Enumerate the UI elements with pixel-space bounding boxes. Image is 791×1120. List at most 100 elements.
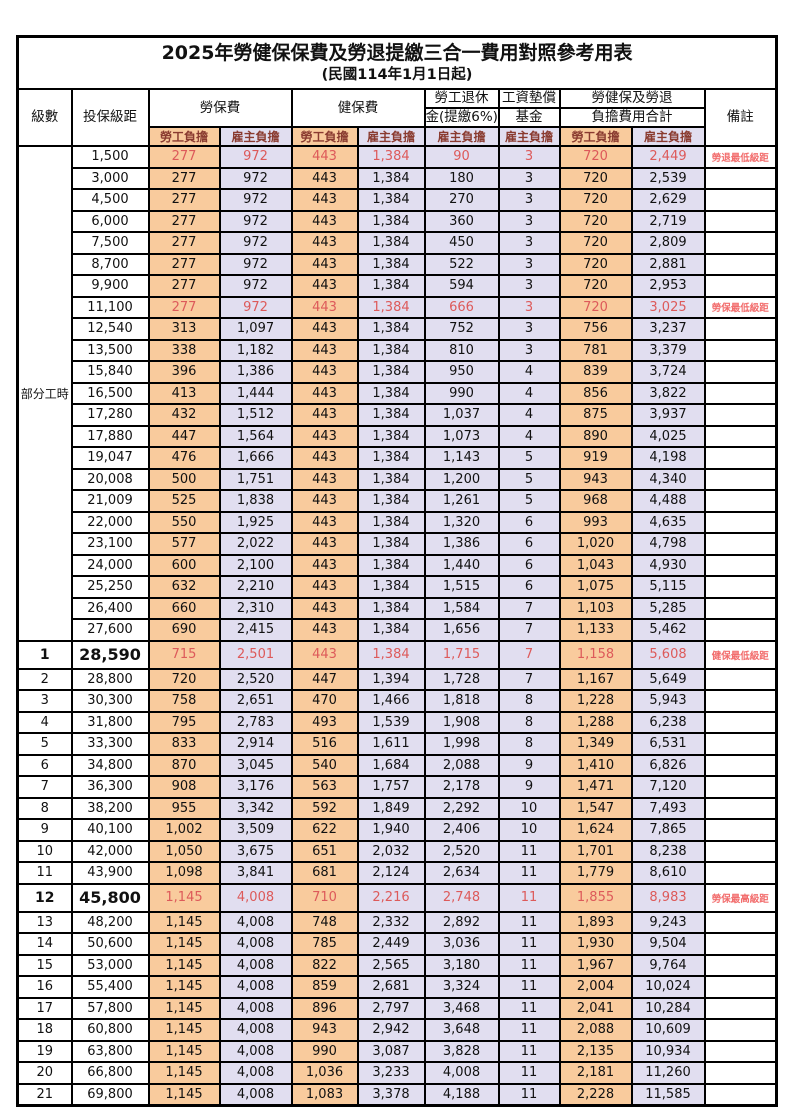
cell-fund: 4 — [497, 424, 561, 448]
table-row: 19,047 476 1,666 443 1,384 1,143 5 919 4,198 — [18, 446, 778, 470]
cell-fund: 3 — [497, 145, 561, 169]
cell-pension: 1,440 — [423, 553, 500, 577]
cell-note: 勞保最高級距 — [703, 882, 778, 913]
table-row: 16,500 413 1,444 443 1,384 990 4 856 3,822 — [18, 381, 778, 405]
cell-fund: 11 — [497, 953, 561, 977]
cell-total-emp: 756 — [558, 317, 633, 341]
subheader-total-employee: 勞工負擔 — [558, 126, 633, 147]
cell-fund: 3 — [497, 188, 561, 212]
cell-note — [703, 732, 778, 756]
cell-labor-er: 972 — [218, 295, 293, 319]
cell-total-er: 5,285 — [630, 596, 706, 620]
table-row: 6 34,800 870 3,045 540 1,684 2,088 9 1,410 6,826 — [16, 753, 778, 777]
cell-fund: 11 — [497, 996, 561, 1020]
cell-health-emp: 516 — [290, 732, 359, 756]
cell-health-emp: 443 — [290, 188, 359, 212]
cell-pension: 4,008 — [423, 1061, 500, 1085]
cell-level: 8 — [16, 796, 73, 820]
table-row: 15,840 396 1,386 443 1,384 950 4 839 3,724 — [18, 360, 778, 384]
cell-bracket: 36,300 — [70, 775, 150, 799]
cell-note — [703, 231, 778, 255]
cell-total-emp: 856 — [558, 381, 633, 405]
subheader-health-employee: 勞工負擔 — [290, 126, 359, 147]
cell-fund: 11 — [497, 975, 561, 999]
cell-health-emp: 651 — [290, 839, 359, 863]
cell-health-emp: 563 — [290, 775, 359, 799]
cell-bracket: 60,800 — [70, 1018, 150, 1042]
cell-health-emp: 443 — [290, 489, 359, 513]
cell-total-emp: 968 — [558, 489, 633, 513]
col-header-pension-line2: 金(提繳6%) — [423, 107, 500, 128]
cell-level: 20 — [16, 1061, 73, 1085]
cell-total-emp: 1,158 — [558, 639, 633, 670]
table-row: 7 36,300 908 3,176 563 1,757 2,178 9 1,471 7,120 — [16, 775, 778, 799]
cell-health-er: 1,384 — [356, 618, 426, 642]
cell-note — [703, 910, 778, 934]
cell-fund: 3 — [497, 166, 561, 190]
cell-labor-emp: 1,145 — [147, 882, 221, 913]
cell-total-emp: 1,930 — [558, 932, 633, 956]
cell-note — [703, 667, 778, 691]
cell-note — [703, 996, 778, 1020]
cell-fund: 4 — [497, 403, 561, 427]
cell-health-emp: 1,083 — [290, 1082, 359, 1107]
cell-bracket: 22,000 — [70, 510, 150, 534]
cell-level: 9 — [16, 818, 73, 842]
cell-labor-er: 972 — [218, 166, 293, 190]
page-subtitle: (民國114年1月1日起) — [321, 67, 473, 84]
cell-pension: 2,748 — [423, 882, 500, 913]
cell-bracket: 66,800 — [70, 1061, 150, 1085]
cell-pension: 180 — [423, 166, 500, 190]
cell-labor-emp: 577 — [147, 532, 221, 556]
cell-health-er: 1,384 — [356, 403, 426, 427]
cell-health-er: 1,384 — [356, 575, 426, 599]
cell-bracket: 55,400 — [70, 975, 150, 999]
page-title: 2025年勞健保保費及勞退提繳三合一費用對照參考用表 — [161, 42, 633, 65]
table-row: 24,000 600 2,100 443 1,384 1,440 6 1,043 4,930 — [18, 553, 778, 577]
cell-health-er: 1,940 — [356, 818, 426, 842]
table-row: 15 53,000 1,145 4,008 822 2,565 3,180 11 1,967 9,… — [16, 953, 778, 977]
cell-bracket: 16,500 — [70, 381, 150, 405]
cell-labor-emp: 525 — [147, 489, 221, 513]
table-row: 19 63,800 1,145 4,008 990 3,087 3,828 11 2,135 10… — [16, 1039, 778, 1063]
cell-bracket: 30,300 — [70, 689, 150, 713]
cell-health-er: 3,233 — [356, 1061, 426, 1085]
cell-note — [703, 618, 778, 642]
cell-pension: 3,468 — [423, 996, 500, 1020]
cell-fund: 10 — [497, 796, 561, 820]
cell-total-emp: 2,181 — [558, 1061, 633, 1085]
cell-labor-emp: 277 — [147, 231, 221, 255]
table-row: 20,008 500 1,751 443 1,384 1,200 5 943 4,340 — [18, 467, 778, 491]
cell-total-er: 10,609 — [630, 1018, 706, 1042]
cell-note — [703, 166, 778, 190]
cell-note — [703, 861, 778, 885]
cell-fund: 4 — [497, 360, 561, 384]
cell-health-er: 1,384 — [356, 639, 426, 670]
cell-fund: 5 — [497, 446, 561, 470]
cell-total-emp: 720 — [558, 166, 633, 190]
cell-total-emp: 1,410 — [558, 753, 633, 777]
cell-labor-emp: 447 — [147, 424, 221, 448]
cell-pension: 1,584 — [423, 596, 500, 620]
cell-pension: 1,037 — [423, 403, 500, 427]
cell-fund: 3 — [497, 209, 561, 233]
cell-pension: 810 — [423, 338, 500, 362]
table-row: 17,880 447 1,564 443 1,384 1,073 4 890 4,025 — [18, 424, 778, 448]
cell-total-emp: 1,288 — [558, 710, 633, 734]
cell-note — [703, 553, 778, 577]
cell-health-emp: 443 — [290, 145, 359, 169]
cell-labor-emp: 1,145 — [147, 932, 221, 956]
cell-total-er: 7,493 — [630, 796, 706, 820]
cell-bracket: 24,000 — [70, 553, 150, 577]
cell-health-emp: 990 — [290, 1039, 359, 1063]
table-body: 部分工時 1,500 277 972 443 1,384 90 3 720 2,449 勞退最低級距… — [16, 145, 778, 1107]
cell-bracket: 34,800 — [70, 753, 150, 777]
header-row-3: 勞工負擔 雇主負擔 勞工負擔 雇主負擔 雇主負擔 雇主負擔 勞工負擔 雇主負擔 — [18, 126, 777, 147]
cell-total-er: 5,649 — [630, 667, 706, 691]
cell-total-emp: 2,041 — [558, 996, 633, 1020]
cell-fund: 8 — [497, 732, 561, 756]
cell-bracket: 50,600 — [70, 932, 150, 956]
cell-note: 勞退最低級距 — [703, 145, 778, 169]
cell-labor-emp: 833 — [147, 732, 221, 756]
